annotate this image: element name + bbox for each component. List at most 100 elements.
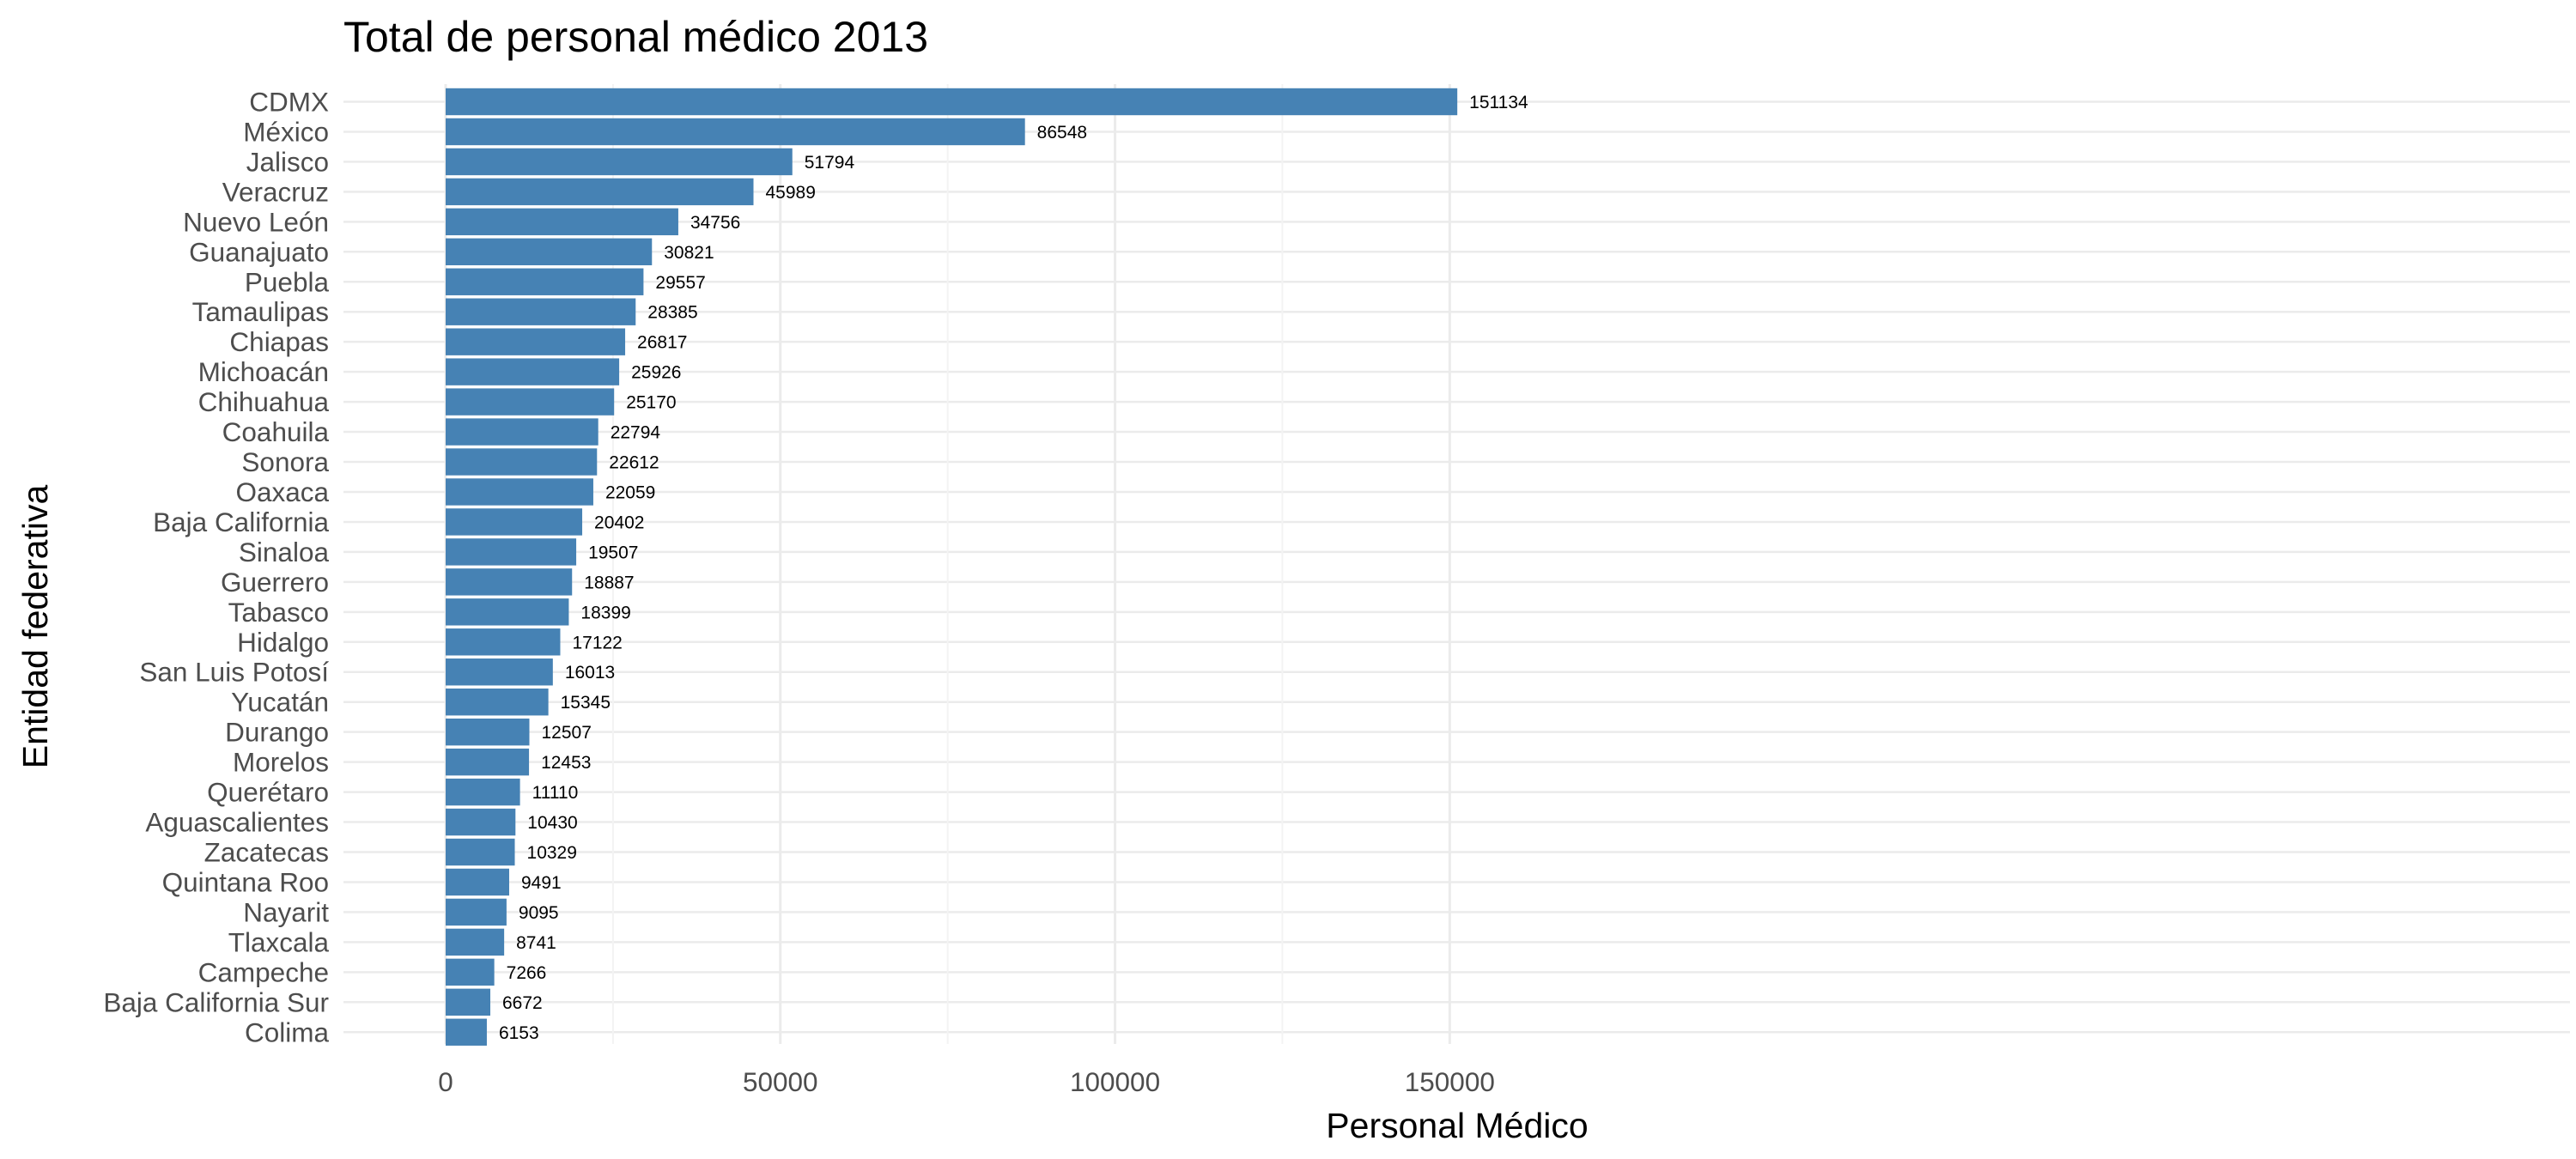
- data-label: 9491: [521, 873, 562, 893]
- category-label: Nuevo León: [183, 206, 329, 237]
- data-label: 51794: [805, 153, 855, 173]
- bar: [446, 298, 636, 325]
- bar: [446, 598, 569, 626]
- bar: [446, 628, 561, 656]
- bar: [446, 478, 593, 506]
- data-label: 6672: [502, 993, 543, 1013]
- bars: [446, 88, 1458, 1046]
- bar: [446, 418, 598, 446]
- category-label: Guerrero: [221, 567, 329, 598]
- grid-lines: [343, 84, 2570, 1044]
- category-label: Tlaxcala: [228, 926, 330, 957]
- bar: [446, 718, 530, 746]
- bar: [446, 268, 644, 295]
- bar: [446, 118, 1025, 146]
- category-label: Zacatecas: [204, 837, 329, 868]
- data-label: 86548: [1037, 123, 1087, 143]
- category-label: Michoacán: [198, 356, 329, 387]
- bar: [446, 898, 507, 926]
- data-label: 8741: [516, 933, 556, 953]
- bar: [446, 988, 491, 1016]
- data-label: 26817: [637, 333, 687, 353]
- category-label: Sonora: [241, 446, 329, 477]
- bar: [446, 658, 553, 686]
- category-label: Chihuahua: [198, 386, 330, 417]
- data-label: 25170: [626, 393, 676, 413]
- x-tick-label: 50000: [743, 1066, 818, 1097]
- bar: [446, 328, 626, 355]
- bar: [446, 868, 509, 896]
- category-label: Puebla: [245, 266, 330, 297]
- data-label: 12507: [541, 723, 591, 743]
- category-label: Yucatán: [231, 687, 329, 718]
- category-label: Colima: [245, 1016, 330, 1047]
- data-label: 11110: [532, 783, 579, 803]
- bar: [446, 238, 653, 265]
- data-label: 10329: [527, 843, 577, 863]
- bar: [446, 88, 1458, 116]
- x-tick-labels: 0 50000 100000 150000: [438, 1066, 1495, 1097]
- data-label: 45989: [766, 183, 816, 203]
- bar: [446, 538, 577, 566]
- category-label: Campeche: [198, 956, 329, 987]
- bar: [446, 689, 549, 716]
- category-label: Quintana Roo: [162, 866, 329, 897]
- category-label: San Luis Potosí: [139, 657, 329, 688]
- bar: [446, 388, 615, 416]
- category-label: Coahuila: [222, 416, 330, 447]
- category-label: Chiapas: [229, 326, 329, 357]
- bar: [446, 1018, 487, 1046]
- category-label: Morelos: [233, 747, 329, 778]
- data-label: 12453: [541, 753, 591, 773]
- bar: [446, 178, 754, 206]
- category-label: CDMX: [249, 87, 329, 118]
- data-label: 22059: [605, 482, 655, 502]
- data-label: 22794: [611, 423, 661, 443]
- category-label: Tabasco: [228, 597, 329, 628]
- data-label: 6153: [499, 1023, 539, 1043]
- data-label: 16013: [565, 663, 615, 683]
- category-label: Guanajuato: [189, 236, 329, 267]
- data-label: 19507: [588, 543, 638, 562]
- category-label: Sinaloa: [239, 537, 330, 567]
- data-label: 29557: [655, 273, 705, 293]
- x-tick-label: 0: [438, 1066, 453, 1097]
- x-tick-label: 100000: [1070, 1066, 1160, 1097]
- category-label: Aguascalientes: [145, 807, 329, 838]
- data-label: 15345: [561, 693, 611, 713]
- bar: [446, 838, 515, 866]
- data-label: 17122: [572, 633, 622, 652]
- data-label: 28385: [647, 303, 697, 323]
- data-label: 18887: [584, 573, 634, 592]
- category-label: Jalisco: [246, 146, 329, 177]
- bar: [446, 358, 620, 385]
- category-label: Hidalgo: [237, 627, 329, 658]
- bar: [446, 568, 573, 596]
- category-label: México: [243, 116, 329, 147]
- category-label: Durango: [225, 717, 329, 748]
- bar: [446, 748, 530, 776]
- data-label: 7266: [507, 963, 547, 983]
- bar: [446, 778, 520, 806]
- bar: [446, 448, 598, 476]
- category-label: Querétaro: [207, 777, 329, 808]
- bar: [446, 508, 583, 536]
- bar: [446, 148, 793, 176]
- data-labels: 151134 86548 51794 45989 34756 30821 29557 2838…: [499, 93, 1528, 1043]
- data-label: 20402: [594, 513, 644, 532]
- data-label: 30821: [664, 243, 714, 263]
- x-tick-label: 150000: [1405, 1066, 1495, 1097]
- data-label: 22612: [609, 453, 659, 473]
- category-label: Nayarit: [243, 896, 329, 927]
- category-label: Baja California Sur: [103, 986, 329, 1017]
- data-label: 151134: [1469, 93, 1528, 112]
- bar: [446, 958, 495, 986]
- category-label: Veracruz: [222, 176, 329, 207]
- data-label: 9095: [519, 903, 559, 923]
- category-label: Baja California: [153, 507, 329, 537]
- category-label: Oaxaca: [235, 476, 329, 507]
- category-label: Tamaulipas: [192, 296, 329, 327]
